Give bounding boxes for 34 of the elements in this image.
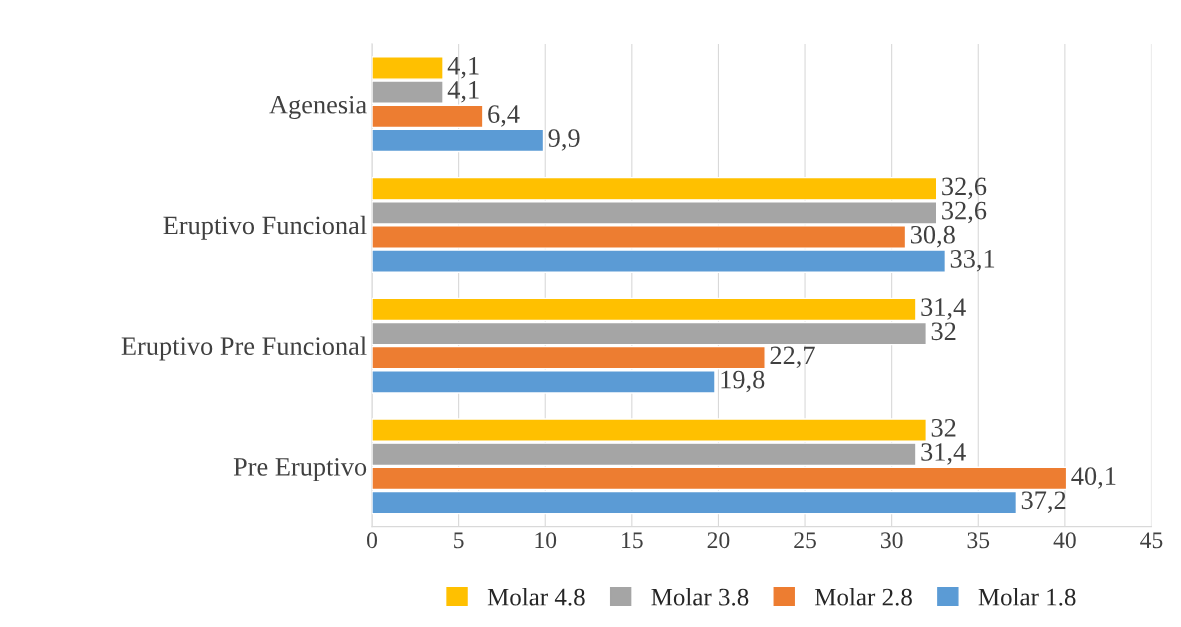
x-tick-label: 20 [707, 532, 730, 549]
y-tick-label: Pre Eruptivo [233, 458, 367, 482]
data-label: 32 [931, 322, 956, 341]
x-tick-label: 15 [622, 532, 643, 549]
data-label: 32,6 [942, 201, 987, 224]
y-tick-label: Eruptivo Funcional [163, 215, 367, 240]
legend-label: Molar 4.8 [487, 587, 585, 606]
data-label: 4,1 [447, 81, 479, 103]
y-tick-label: Eruptivo Pre Funcional [121, 336, 367, 361]
data-label: 31,4 [921, 443, 966, 465]
data-label: 22,7 [770, 346, 815, 369]
x-tick-label: 25 [794, 532, 816, 549]
y-tick-label: Agenesia [269, 95, 367, 120]
x-tick-label: 5 [454, 532, 464, 549]
legend-label: Molar 2.8 [814, 587, 912, 606]
x-tick-label: 45 [1140, 532, 1163, 549]
legend-label: Molar 1.8 [978, 587, 1076, 606]
data-label: 32,6 [942, 177, 987, 200]
data-label: 40,1 [1071, 467, 1116, 489]
data-label: 19,8 [721, 370, 765, 393]
x-tick-label: 10 [535, 532, 557, 549]
data-label: 37,2 [1021, 491, 1066, 513]
x-tick-label: 30 [880, 532, 903, 549]
data-label: 33,1 [950, 250, 995, 272]
x-tick-label: 0 [367, 532, 378, 549]
data-label: 4,1 [447, 56, 479, 79]
legend-label: Molar 3.8 [651, 587, 749, 606]
data-label: 30,8 [910, 225, 955, 248]
x-tick-label: 35 [967, 532, 990, 549]
data-label: 6,4 [488, 105, 520, 127]
data-label: 32 [931, 418, 956, 437]
data-label: 31,4 [921, 298, 966, 320]
data-label: 9,9 [548, 129, 580, 151]
x-tick-label: 40 [1053, 532, 1076, 549]
